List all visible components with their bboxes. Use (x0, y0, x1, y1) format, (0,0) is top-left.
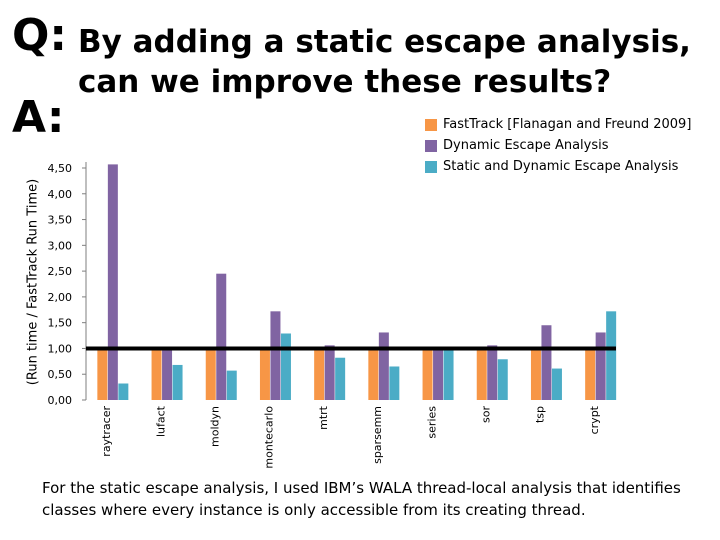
bar-lufact-series-0 (151, 348, 162, 400)
x-tick-label-sor: sor (480, 406, 493, 423)
x-tick-label-moldyn: moldyn (209, 406, 222, 447)
y-tick-label: 3,00 (48, 239, 73, 252)
bar-crypt-series-1 (595, 332, 606, 400)
legend-swatch-static-dynamic (425, 160, 437, 173)
y-tick-label: 4,50 (48, 162, 73, 175)
bar-sparsemm-series-1 (378, 332, 389, 400)
bar-crypt-series-2 (606, 311, 617, 400)
y-tick-label: 0,50 (48, 368, 73, 381)
bar-lufact-series-1 (162, 348, 173, 400)
legend-label-dynamic: Dynamic Escape Analysis (443, 138, 609, 153)
x-tick-label-sparsemm: sparsemm (371, 406, 384, 464)
footnote: For the static escape analysis, I used I… (42, 479, 681, 519)
a-label: A: (12, 92, 65, 143)
bar-crypt-series-0 (585, 348, 596, 400)
x-tick-label-raytracer: raytracer (100, 406, 113, 457)
bar-tsp-series-1 (541, 325, 552, 400)
legend-item-static-dynamic: Static and Dynamic Escape Analysis (425, 156, 691, 177)
y-tick-label: 0,00 (48, 394, 73, 407)
bar-raytracer-series-0 (97, 348, 108, 400)
bar-tsp-series-0 (530, 348, 541, 400)
bar-montecarlo-series-1 (270, 311, 281, 400)
legend-item-dynamic: Dynamic Escape Analysis (425, 135, 691, 156)
bar-moldyn-series-0 (205, 348, 216, 400)
bar-series-series-1 (433, 348, 444, 400)
slide-title: By adding a static escape analysis, can … (78, 24, 691, 100)
bar-raytracer-series-1 (107, 164, 118, 400)
bar-series-series-0 (422, 348, 433, 400)
bar-lufact-series-2 (172, 364, 183, 400)
legend-label-static-dynamic: Static and Dynamic Escape Analysis (443, 159, 679, 174)
chart-legend: FastTrack [Flanagan and Freund 2009] Dyn… (425, 114, 691, 177)
x-tick-label-tsp: tsp (534, 406, 547, 423)
bar-mtrt-series-2 (335, 357, 346, 400)
legend-swatch-fasttrack (425, 118, 437, 131)
legend-item-fasttrack: FastTrack [Flanagan and Freund 2009] (425, 114, 691, 135)
y-tick-label: 2,00 (48, 291, 73, 304)
y-tick-label: 1,50 (48, 317, 73, 330)
x-tick-label-lufact: lufact (154, 405, 167, 437)
bar-moldyn-series-2 (226, 370, 237, 400)
bar-tsp-series-2 (551, 368, 562, 400)
y-tick-label: 2,50 (48, 265, 73, 278)
legend-label-fasttrack: FastTrack [Flanagan and Freund 2009] (443, 117, 692, 132)
legend-swatch-dynamic (425, 139, 437, 152)
bar-montecarlo-series-0 (259, 348, 270, 400)
bar-mtrt-series-1 (324, 345, 335, 400)
bar-sparsemm-series-0 (368, 348, 379, 400)
bar-mtrt-series-0 (314, 348, 325, 400)
y-tick-label: 3,50 (48, 214, 73, 227)
y-tick-label: 1,00 (48, 342, 73, 355)
bar-series-series-2 (443, 348, 454, 400)
bar-sor-series-1 (487, 345, 498, 400)
x-tick-label-montecarlo: montecarlo (263, 406, 276, 469)
y-tick-label: 4,00 (48, 188, 73, 201)
bar-sor-series-0 (476, 348, 487, 400)
bar-montecarlo-series-2 (280, 333, 291, 400)
x-tick-label-series: series (425, 406, 438, 439)
x-tick-label-mtrt: mtrt (317, 405, 330, 430)
bar-sparsemm-series-2 (389, 366, 400, 400)
q-label: Q: (12, 10, 67, 61)
x-tick-label-crypt: crypt (588, 405, 601, 434)
bar-sor-series-2 (497, 359, 508, 400)
bar-raytracer-series-2 (118, 383, 129, 400)
bar-moldyn-series-1 (216, 273, 227, 400)
